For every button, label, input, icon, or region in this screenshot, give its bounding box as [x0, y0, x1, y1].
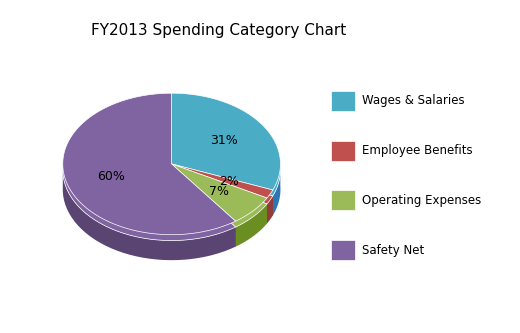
Text: Operating Expenses: Operating Expenses: [362, 194, 482, 207]
Polygon shape: [172, 170, 236, 247]
Polygon shape: [172, 93, 280, 190]
Polygon shape: [63, 99, 236, 240]
Polygon shape: [172, 164, 267, 221]
Polygon shape: [63, 167, 236, 260]
Text: 2%: 2%: [219, 175, 239, 188]
Text: FY2013 Spending Category Chart: FY2013 Spending Category Chart: [91, 23, 346, 38]
Polygon shape: [172, 99, 280, 196]
Text: 60%: 60%: [98, 170, 125, 183]
Text: Wages & Salaries: Wages & Salaries: [362, 94, 465, 107]
FancyBboxPatch shape: [331, 190, 355, 210]
Text: Employee Benefits: Employee Benefits: [362, 144, 473, 157]
Text: 31%: 31%: [210, 135, 238, 148]
FancyBboxPatch shape: [331, 91, 355, 111]
Polygon shape: [273, 166, 280, 215]
Polygon shape: [63, 93, 236, 235]
Polygon shape: [172, 170, 267, 223]
Text: Safety Net: Safety Net: [362, 244, 424, 257]
FancyBboxPatch shape: [331, 240, 355, 260]
Polygon shape: [172, 164, 273, 198]
Polygon shape: [172, 170, 236, 247]
Polygon shape: [172, 170, 273, 215]
Polygon shape: [172, 170, 273, 215]
Polygon shape: [172, 170, 273, 204]
Polygon shape: [236, 204, 267, 247]
Text: 7%: 7%: [209, 184, 229, 197]
FancyBboxPatch shape: [331, 141, 355, 161]
Polygon shape: [172, 170, 267, 227]
Polygon shape: [172, 170, 267, 223]
Polygon shape: [267, 196, 273, 223]
